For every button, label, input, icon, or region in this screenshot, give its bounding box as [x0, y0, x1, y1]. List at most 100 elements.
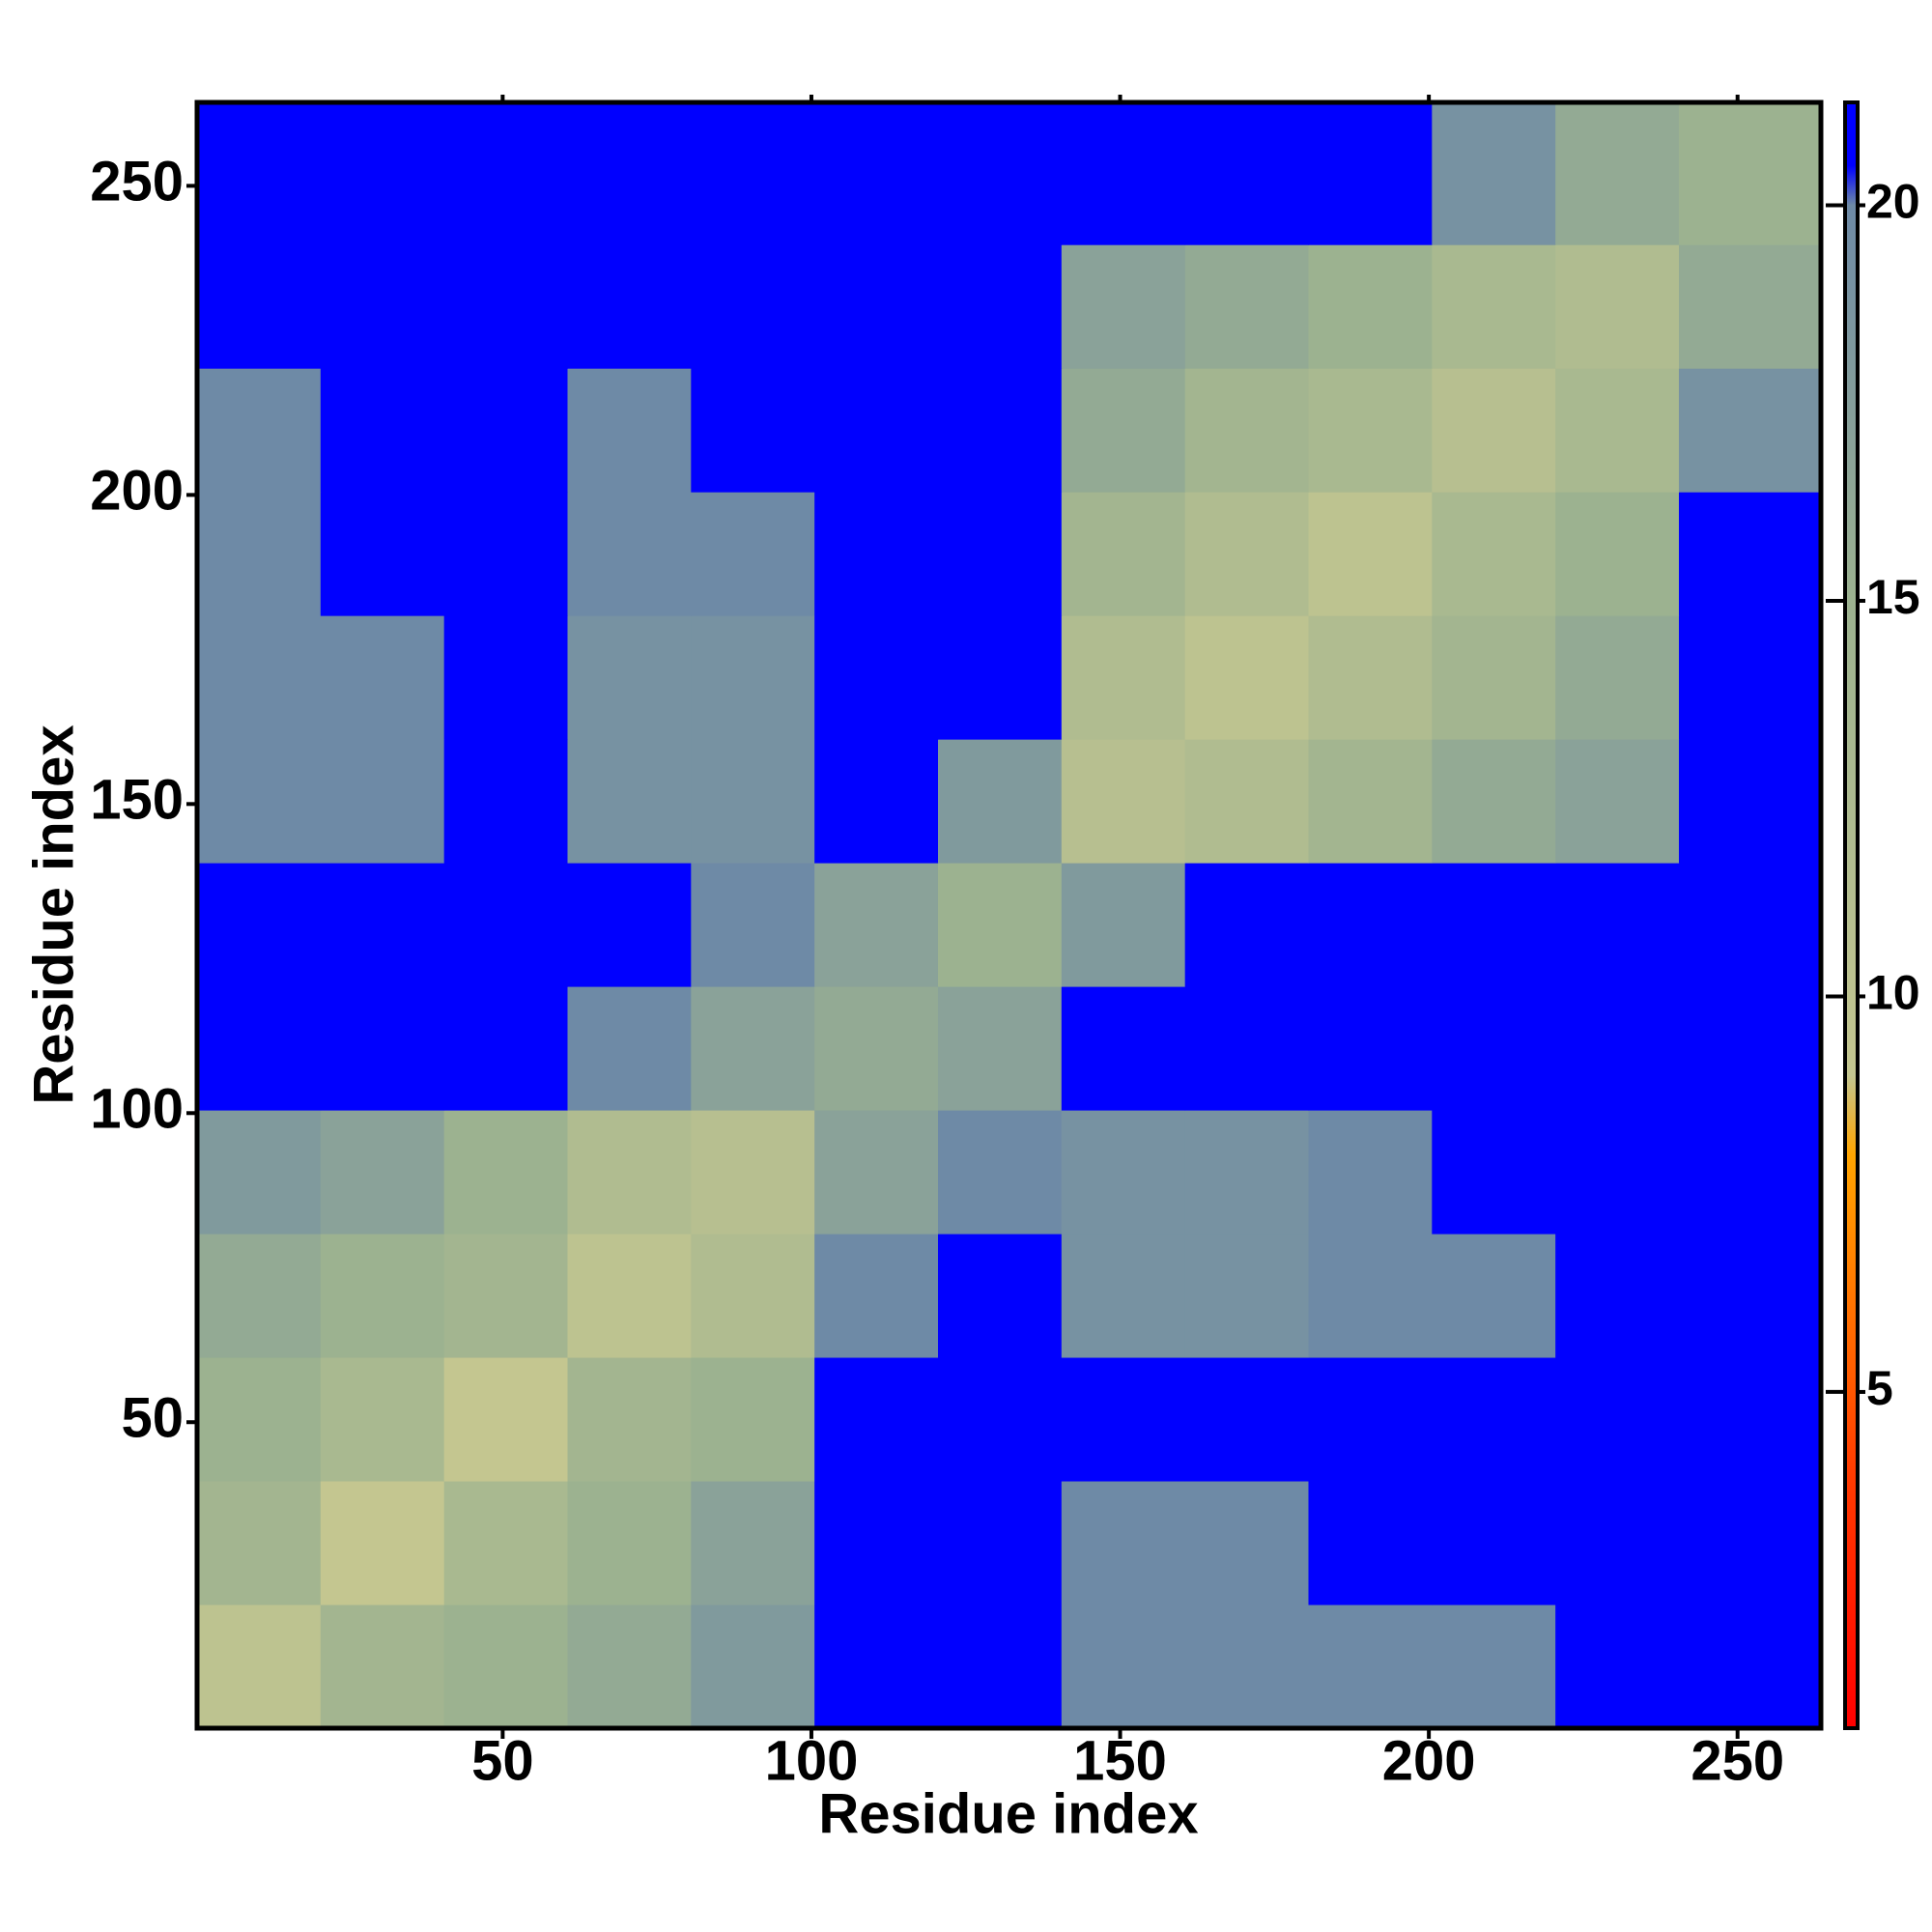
- y-tick-label: 50: [121, 1387, 184, 1450]
- heatmap-cell: [1432, 102, 1556, 245]
- heatmap-cell: [1678, 368, 1822, 493]
- heatmap-cell: [1432, 1605, 1556, 1729]
- heatmap-cell: [1061, 739, 1186, 864]
- heatmap-cell: [320, 986, 445, 1111]
- heatmap-cell: [320, 1605, 445, 1729]
- heatmap-cell: [1308, 1234, 1433, 1358]
- heatmap-cell: [691, 1481, 815, 1605]
- heatmap-cell: [1061, 1481, 1186, 1605]
- heatmap-cell: [1308, 492, 1433, 616]
- heatmap-cell: [567, 1605, 692, 1729]
- heatmap-cell: [937, 492, 1063, 616]
- heatmap-cell: [814, 615, 939, 740]
- heatmap-cell: [567, 1110, 692, 1235]
- heatmap-cell: [691, 1234, 815, 1358]
- y-axis-title: Residue index: [22, 724, 85, 1104]
- heatmap-cell: [567, 244, 692, 369]
- heatmap-cell: [197, 1605, 322, 1729]
- heatmap-cell: [320, 739, 445, 864]
- heatmap-cell: [443, 1605, 568, 1729]
- heatmap-cell: [1678, 102, 1822, 245]
- y-tick-label: 200: [90, 460, 184, 523]
- heatmap-cell: [567, 615, 692, 740]
- heatmap-cell: [1184, 863, 1309, 987]
- heatmap-cell: [1308, 1110, 1433, 1235]
- heatmap-cell: [691, 492, 815, 616]
- heatmap-cell: [691, 739, 815, 864]
- heatmap-cell: [197, 615, 322, 740]
- heatmap-cell: [691, 615, 815, 740]
- heatmap-cell: [1184, 1357, 1309, 1482]
- heatmap-cell: [1555, 1110, 1680, 1235]
- heatmap-cell: [1061, 1110, 1186, 1235]
- heatmap-cell: [814, 1481, 939, 1605]
- heatmap-cell: [1061, 368, 1186, 493]
- heatmap-cell: [1678, 863, 1822, 987]
- heatmap-cell: [937, 1357, 1063, 1482]
- heatmap-cell: [937, 1110, 1063, 1235]
- heatmap-cell: [197, 739, 322, 864]
- heatmap-cell: [1184, 1481, 1309, 1605]
- y-tick-label: 250: [90, 151, 184, 213]
- heatmap-cell: [1308, 1481, 1433, 1605]
- heatmap-cell: [1308, 244, 1433, 369]
- heatmap-cell: [1678, 492, 1822, 616]
- heatmap-cell: [1061, 863, 1186, 987]
- colorbar: [1843, 100, 1860, 1730]
- heatmap-cell: [937, 244, 1063, 369]
- heatmap-cell: [197, 986, 322, 1111]
- heatmap-cell: [197, 368, 322, 493]
- heatmap-cell: [937, 368, 1063, 493]
- heatmap-cell: [1678, 1110, 1822, 1235]
- heatmap-cell: [1184, 1605, 1309, 1729]
- heatmap-cell: [937, 615, 1063, 740]
- heatmap-cell: [443, 863, 568, 987]
- heatmap-cell: [1061, 102, 1186, 245]
- colorbar-tick-label: 20: [1866, 175, 1920, 229]
- heatmap-cell: [1678, 1481, 1822, 1605]
- heatmap-cell: [1184, 615, 1309, 740]
- heatmap-cell: [1432, 1110, 1556, 1235]
- heatmap-cell: [197, 863, 322, 987]
- heatmap-cell: [1308, 102, 1433, 245]
- heatmap-cell: [691, 863, 815, 987]
- heatmap-cell: [567, 986, 692, 1111]
- heatmap-cell: [937, 739, 1063, 864]
- heatmap-cell: [320, 492, 445, 616]
- heatmap-cell: [320, 1234, 445, 1358]
- heatmap-cell: [443, 1110, 568, 1235]
- heatmap-cell: [443, 244, 568, 369]
- heatmap-cell: [937, 1481, 1063, 1605]
- heatmap-cell: [691, 1605, 815, 1729]
- heatmap-cell: [1432, 492, 1556, 616]
- heatmap-cell: [197, 492, 322, 616]
- heatmap-cell: [1555, 102, 1680, 245]
- heatmap-cell: [691, 368, 815, 493]
- heatmap-cell: [814, 244, 939, 369]
- heatmap-cell: [814, 863, 939, 987]
- heatmap-cell: [814, 492, 939, 616]
- y-tick-label: 100: [90, 1078, 184, 1141]
- heatmap-cell: [197, 1110, 322, 1235]
- heatmap-cell: [1432, 986, 1556, 1111]
- heatmap-cell: [1555, 615, 1680, 740]
- heatmap-cell: [937, 863, 1063, 987]
- heatmap-cell: [443, 102, 568, 245]
- heatmap-cell: [1061, 1234, 1186, 1358]
- heatmap-cell: [197, 1357, 322, 1482]
- heatmap-cell: [1555, 492, 1680, 616]
- heatmap-cell: [1555, 1234, 1680, 1358]
- heatmap-cell: [1555, 986, 1680, 1111]
- heatmap-cell: [1061, 1605, 1186, 1729]
- heatmap-cell: [1678, 986, 1822, 1111]
- heatmap-cell: [814, 986, 939, 1111]
- heatmap-cell: [320, 368, 445, 493]
- heatmap-cell: [1678, 739, 1822, 864]
- heatmap-cell: [1678, 1357, 1822, 1482]
- x-tick-label: 100: [765, 1729, 859, 1792]
- heatmap-cell: [197, 244, 322, 369]
- heatmap-cell: [1308, 739, 1433, 864]
- heatmap-cell: [814, 102, 939, 245]
- heatmap-cell: [1184, 244, 1309, 369]
- heatmap-cell: [1184, 492, 1309, 616]
